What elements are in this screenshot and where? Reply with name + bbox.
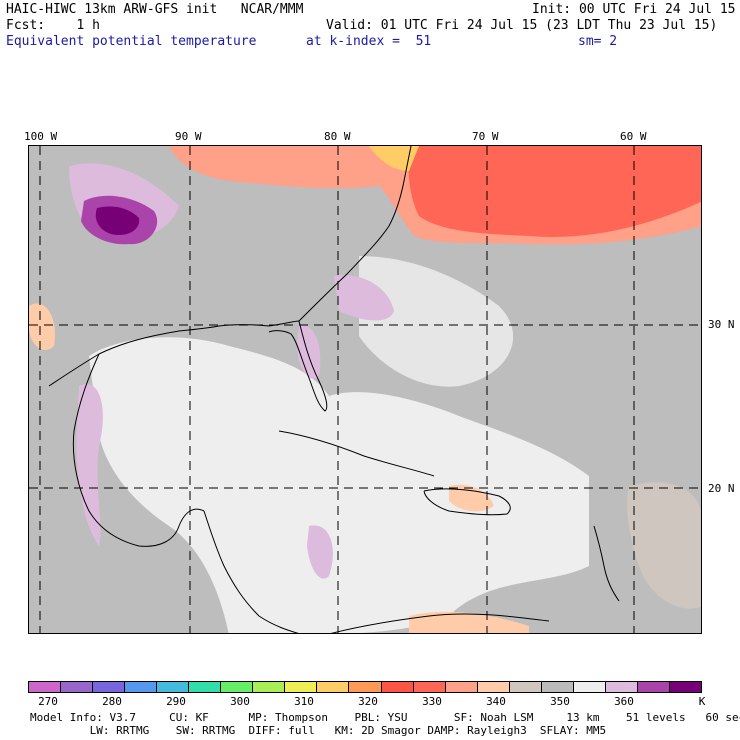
lon-label-100w: 100 W	[24, 130, 58, 143]
colorbar-swatch	[509, 682, 542, 692]
colorbar-swatch	[573, 682, 606, 692]
colorbar-swatch	[445, 682, 478, 692]
lat-label-30n: 30 N	[708, 318, 735, 331]
colorbar-swatch	[189, 682, 222, 692]
model-info-line1: Model Info: V3.7 CU: KF MP: Thompson PBL…	[30, 711, 740, 724]
colorbar-label-290: 290	[166, 695, 186, 708]
colorbar	[28, 681, 702, 693]
field-name: Equivalent potential temperature	[6, 34, 257, 49]
colorbar-label-330: 330	[422, 695, 442, 708]
colorbar-swatch	[541, 682, 574, 692]
lavender-area-carolinas	[334, 275, 394, 321]
warm-spot-yellow	[369, 146, 419, 171]
valid-time: Valid: 01 UTC Fri 24 Jul 15 (23 LDT Thu …	[326, 18, 718, 33]
theta-e-map	[29, 146, 701, 633]
colorbar-label-310: 310	[294, 695, 314, 708]
tan-area-hispaniola	[449, 484, 494, 512]
colorbar-swatch	[637, 682, 670, 692]
warm-band-core	[408, 146, 701, 237]
colorbar-swatch	[477, 682, 510, 692]
colorbar-label-270: 270	[38, 695, 58, 708]
colorbar-swatch	[93, 682, 126, 692]
colorbar-swatch	[669, 682, 701, 692]
dark-purple-core	[95, 206, 140, 236]
model-info-line2: LW: RRTMG SW: RRTMG DIFF: full KM: 2D Sm…	[30, 724, 607, 737]
lavender-area-florida	[297, 325, 321, 379]
colorbar-label-340: 340	[486, 695, 506, 708]
colorbar-swatch	[349, 682, 382, 692]
map-panel	[28, 145, 702, 634]
colorbar-swatch	[157, 682, 190, 692]
lavender-area-central-america	[307, 525, 333, 579]
lat-label-20n: 20 N	[708, 482, 735, 495]
colorbar-label-300: 300	[230, 695, 250, 708]
colorbar-swatch	[125, 682, 158, 692]
colorbar-label-360: 360	[614, 695, 634, 708]
lat-lon-grid	[29, 146, 701, 633]
lon-label-60w: 60 W	[620, 130, 647, 143]
forecast-hour: Fcst: 1 h	[6, 18, 100, 33]
colorbar-swatch	[381, 682, 414, 692]
lon-label-70w: 70 W	[472, 130, 499, 143]
light-area-atlantic	[359, 256, 514, 387]
colorbar-unit: K	[698, 695, 706, 708]
colorbar-swatch	[413, 682, 446, 692]
lon-label-80w: 80 W	[324, 130, 351, 143]
colorbar-swatch	[605, 682, 638, 692]
tan-area-venezuela	[409, 611, 529, 633]
lavender-area-texas-coast	[76, 384, 103, 546]
init-time: Init: 00 UTC Fri 24 Jul 15	[532, 2, 736, 17]
colorbar-swatch	[29, 682, 62, 692]
colorbar-swatch	[61, 682, 94, 692]
colorbar-swatch	[221, 682, 254, 692]
colorbar-swatch	[253, 682, 286, 692]
tan-area-east	[627, 482, 701, 609]
coastlines	[48, 146, 620, 633]
colorbar-swatch	[317, 682, 350, 692]
light-area-gulf-caribbean	[89, 337, 589, 633]
level-index: at k-index = 51	[306, 34, 432, 49]
smoothing-value: sm= 2	[578, 34, 618, 49]
lon-label-90w: 90 W	[175, 130, 202, 143]
colorbar-label-320: 320	[358, 695, 378, 708]
colorbar-label-350: 350	[550, 695, 570, 708]
model-title: HAIC-HIWC 13km ARW-GFS init NCAR/MMM	[6, 2, 304, 17]
tan-area-west	[29, 303, 55, 350]
colorbar-label-280: 280	[102, 695, 122, 708]
colorbar-swatch	[285, 682, 318, 692]
